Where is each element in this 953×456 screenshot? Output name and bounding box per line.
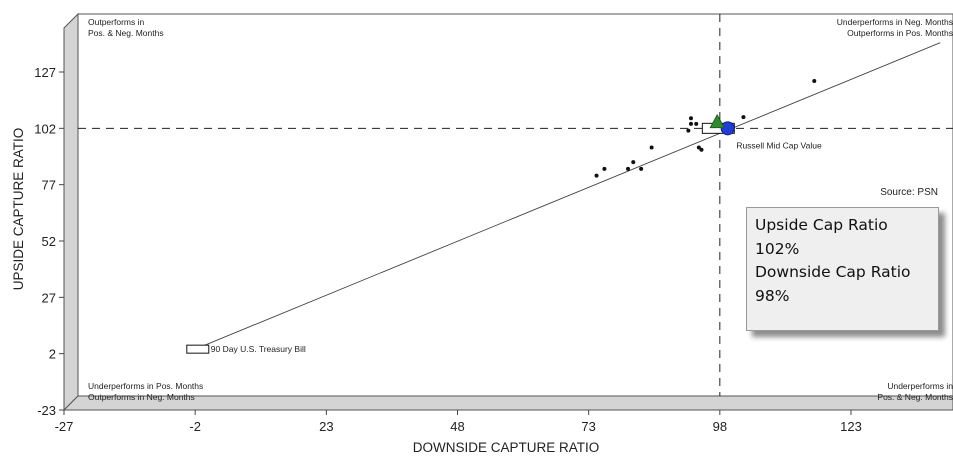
x-axis-title: DOWNSIDE CAPTURE RATIO	[413, 440, 600, 455]
regression-line	[194, 42, 941, 350]
fund-triangle-marker	[709, 113, 725, 129]
peer-points	[594, 79, 817, 178]
plot-area	[77, 13, 953, 397]
left-wall	[63, 12, 79, 412]
peer-point	[741, 115, 746, 120]
peer-point	[602, 166, 607, 171]
y-axis-title: UPSIDE CAPTURE RATIO	[11, 128, 26, 291]
quadrant-bottom-left-line2: Outperforms in Neg. Months	[88, 392, 195, 402]
x-tick-label: 98	[713, 419, 727, 434]
benchmark-label: Russell Mid Cap Value	[736, 140, 822, 150]
quadrant-top-left-line2: Pos. & Neg. Months	[88, 28, 164, 38]
peer-point	[688, 116, 693, 121]
y-tick-label: 77	[42, 178, 56, 193]
peer-point	[594, 173, 599, 178]
peer-point	[631, 160, 636, 165]
x-tick-label: 73	[581, 419, 595, 434]
fund-circle-marker	[720, 121, 735, 136]
peer-point	[699, 147, 704, 152]
peer-point	[639, 166, 644, 171]
callout-downside-label: Downside Cap Ratio	[755, 263, 911, 281]
quadrant-bottom-left-line1: Underperforms in Pos. Months	[88, 381, 203, 391]
x-tick-label: 123	[840, 419, 862, 434]
quadrant-top-right-line1: Underperforms in Neg. Months	[837, 17, 953, 27]
y-tick-label: 102	[34, 121, 56, 136]
peer-point	[686, 128, 691, 133]
quadrant-top-left-line1: Outperforms in	[88, 17, 144, 27]
peer-point	[812, 79, 817, 84]
x-axis-ticks: -27 -2 23 48 73 98 123	[55, 410, 862, 434]
y-axis-ticks: -23 2 27 52 77 102 127	[34, 65, 64, 418]
callout-upside-value: 102%	[755, 239, 800, 258]
x-tick-label: -2	[189, 419, 201, 434]
x-tick-label: -27	[55, 419, 74, 434]
peer-point	[688, 121, 693, 126]
benchmark-marker	[186, 344, 210, 354]
floor	[62, 395, 953, 411]
y-tick-label: 52	[42, 234, 56, 249]
peer-point	[649, 145, 654, 150]
source-label: Source: PSN	[880, 187, 938, 198]
callout-downside-value: 98%	[755, 286, 790, 305]
x-tick-label: 23	[319, 419, 333, 434]
peer-point	[626, 166, 631, 171]
highlight-points	[709, 113, 735, 136]
peer-point	[694, 121, 699, 126]
x-tick-label: 48	[450, 419, 464, 434]
benchmark-label: 90 Day U.S. Treasury Bill	[211, 344, 306, 354]
capture-ratio-callout: Upside Cap Ratio 102% Downside Cap Ratio…	[746, 207, 939, 331]
peer-point	[696, 145, 701, 150]
y-tick-label: 127	[34, 65, 56, 80]
y-tick-label: -23	[37, 403, 56, 418]
callout-upside-label: Upside Cap Ratio	[755, 216, 888, 234]
quadrant-bottom-right-line1: Underperforms in	[887, 381, 953, 391]
quadrant-top-right-line2: Outperforms in Pos. Months	[847, 28, 953, 38]
y-tick-label: 27	[42, 290, 56, 305]
y-tick-label: 2	[49, 347, 56, 362]
quadrant-bottom-right-line2: Pos. & Neg. Months	[877, 392, 953, 402]
